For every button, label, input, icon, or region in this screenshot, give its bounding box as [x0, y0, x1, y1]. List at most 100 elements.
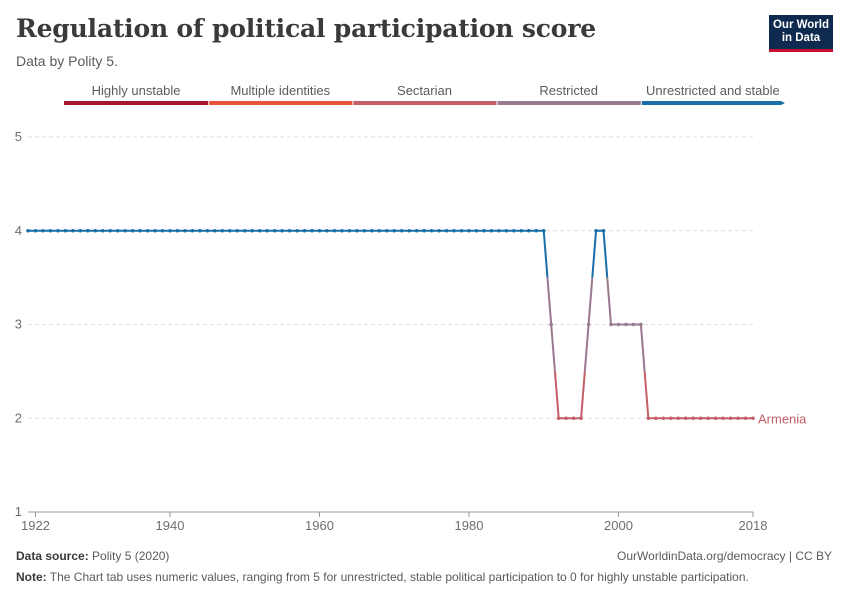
data-point[interactable]: [646, 416, 651, 421]
data-point[interactable]: [280, 228, 284, 233]
data-point[interactable]: [579, 416, 583, 421]
data-point[interactable]: [414, 228, 419, 233]
data-point[interactable]: [85, 228, 90, 233]
legend-label[interactable]: Sectarian: [397, 83, 452, 98]
owid-logo[interactable]: Our World in Data: [769, 15, 833, 52]
data-point[interactable]: [48, 228, 53, 233]
data-point[interactable]: [728, 416, 733, 421]
data-point[interactable]: [639, 322, 643, 327]
data-point[interactable]: [467, 228, 471, 233]
data-point[interactable]: [33, 228, 38, 233]
data-point[interactable]: [631, 322, 636, 327]
data-point[interactable]: [317, 228, 322, 233]
source-url[interactable]: OurWorldinData.org/democracy | CC BY: [617, 549, 832, 563]
data-point[interactable]: [130, 228, 135, 233]
data-point[interactable]: [399, 228, 404, 233]
data-point[interactable]: [654, 416, 658, 421]
data-point[interactable]: [549, 322, 553, 327]
data-point[interactable]: [108, 228, 113, 233]
data-point[interactable]: [504, 228, 509, 233]
data-point[interactable]: [272, 228, 277, 233]
data-point[interactable]: [153, 228, 157, 233]
data-point[interactable]: [242, 228, 247, 233]
data-point[interactable]: [41, 228, 45, 233]
data-point[interactable]: [601, 228, 606, 233]
data-point[interactable]: [512, 228, 516, 233]
legend-segment[interactable]: [641, 101, 781, 105]
data-point[interactable]: [340, 228, 344, 233]
data-point[interactable]: [235, 228, 240, 233]
data-point[interactable]: [71, 228, 75, 233]
data-point[interactable]: [100, 228, 105, 233]
data-source-value[interactable]: Polity 5 (2020): [92, 549, 170, 563]
legend-segment[interactable]: [64, 101, 209, 105]
data-point[interactable]: [407, 228, 411, 233]
data-point[interactable]: [683, 416, 688, 421]
data-point[interactable]: [556, 416, 561, 421]
data-point[interactable]: [56, 228, 60, 233]
legend-segment[interactable]: [497, 101, 641, 105]
data-point[interactable]: [168, 228, 172, 233]
data-point[interactable]: [661, 416, 666, 421]
data-point[interactable]: [123, 228, 127, 233]
data-point[interactable]: [571, 416, 576, 421]
data-point[interactable]: [250, 228, 255, 233]
legend-segment[interactable]: [209, 101, 353, 105]
data-point[interactable]: [355, 228, 359, 233]
data-point[interactable]: [145, 228, 150, 233]
data-point[interactable]: [706, 416, 710, 421]
data-point[interactable]: [205, 228, 210, 233]
data-point[interactable]: [302, 228, 307, 233]
data-point[interactable]: [228, 228, 232, 233]
data-point[interactable]: [220, 228, 225, 233]
data-point[interactable]: [698, 416, 703, 421]
data-point[interactable]: [482, 228, 486, 233]
data-point[interactable]: [213, 228, 217, 233]
data-point[interactable]: [429, 228, 434, 233]
data-point[interactable]: [541, 228, 546, 233]
data-point[interactable]: [668, 416, 673, 421]
data-point[interactable]: [362, 228, 367, 233]
data-point[interactable]: [751, 416, 755, 421]
data-point[interactable]: [265, 228, 269, 233]
data-point[interactable]: [713, 416, 718, 421]
data-point[interactable]: [691, 416, 696, 421]
data-point[interactable]: [497, 228, 501, 233]
data-point[interactable]: [519, 228, 524, 233]
data-point[interactable]: [489, 228, 494, 233]
data-point[interactable]: [526, 228, 531, 233]
data-point[interactable]: [474, 228, 479, 233]
data-point[interactable]: [422, 228, 426, 233]
data-point[interactable]: [190, 228, 195, 233]
data-point[interactable]: [287, 228, 292, 233]
data-point[interactable]: [175, 228, 180, 233]
data-point[interactable]: [310, 228, 314, 233]
data-point[interactable]: [594, 228, 598, 233]
data-point[interactable]: [609, 322, 613, 327]
legend-label[interactable]: Highly unstable: [92, 83, 181, 98]
data-point[interactable]: [534, 228, 539, 233]
data-point[interactable]: [377, 228, 382, 233]
data-point[interactable]: [257, 228, 262, 233]
data-point[interactable]: [743, 416, 748, 421]
data-point[interactable]: [325, 228, 329, 233]
data-point[interactable]: [676, 416, 681, 421]
data-point[interactable]: [459, 228, 464, 233]
data-point[interactable]: [437, 228, 441, 233]
data-point[interactable]: [616, 322, 621, 327]
data-point[interactable]: [392, 228, 397, 233]
data-point[interactable]: [198, 228, 202, 233]
legend-segment[interactable]: [353, 101, 497, 105]
legend-label[interactable]: Restricted: [539, 83, 598, 98]
legend-label[interactable]: Multiple identities: [230, 83, 330, 98]
legend-label[interactable]: Unrestricted and stable: [646, 83, 780, 98]
data-point[interactable]: [138, 228, 142, 233]
data-point[interactable]: [332, 228, 337, 233]
data-point[interactable]: [63, 228, 68, 233]
data-point[interactable]: [160, 228, 165, 233]
series-label-armenia[interactable]: Armenia: [758, 411, 807, 426]
data-point[interactable]: [78, 228, 83, 233]
data-point[interactable]: [295, 228, 299, 233]
data-point[interactable]: [384, 228, 389, 233]
data-point[interactable]: [26, 228, 30, 233]
